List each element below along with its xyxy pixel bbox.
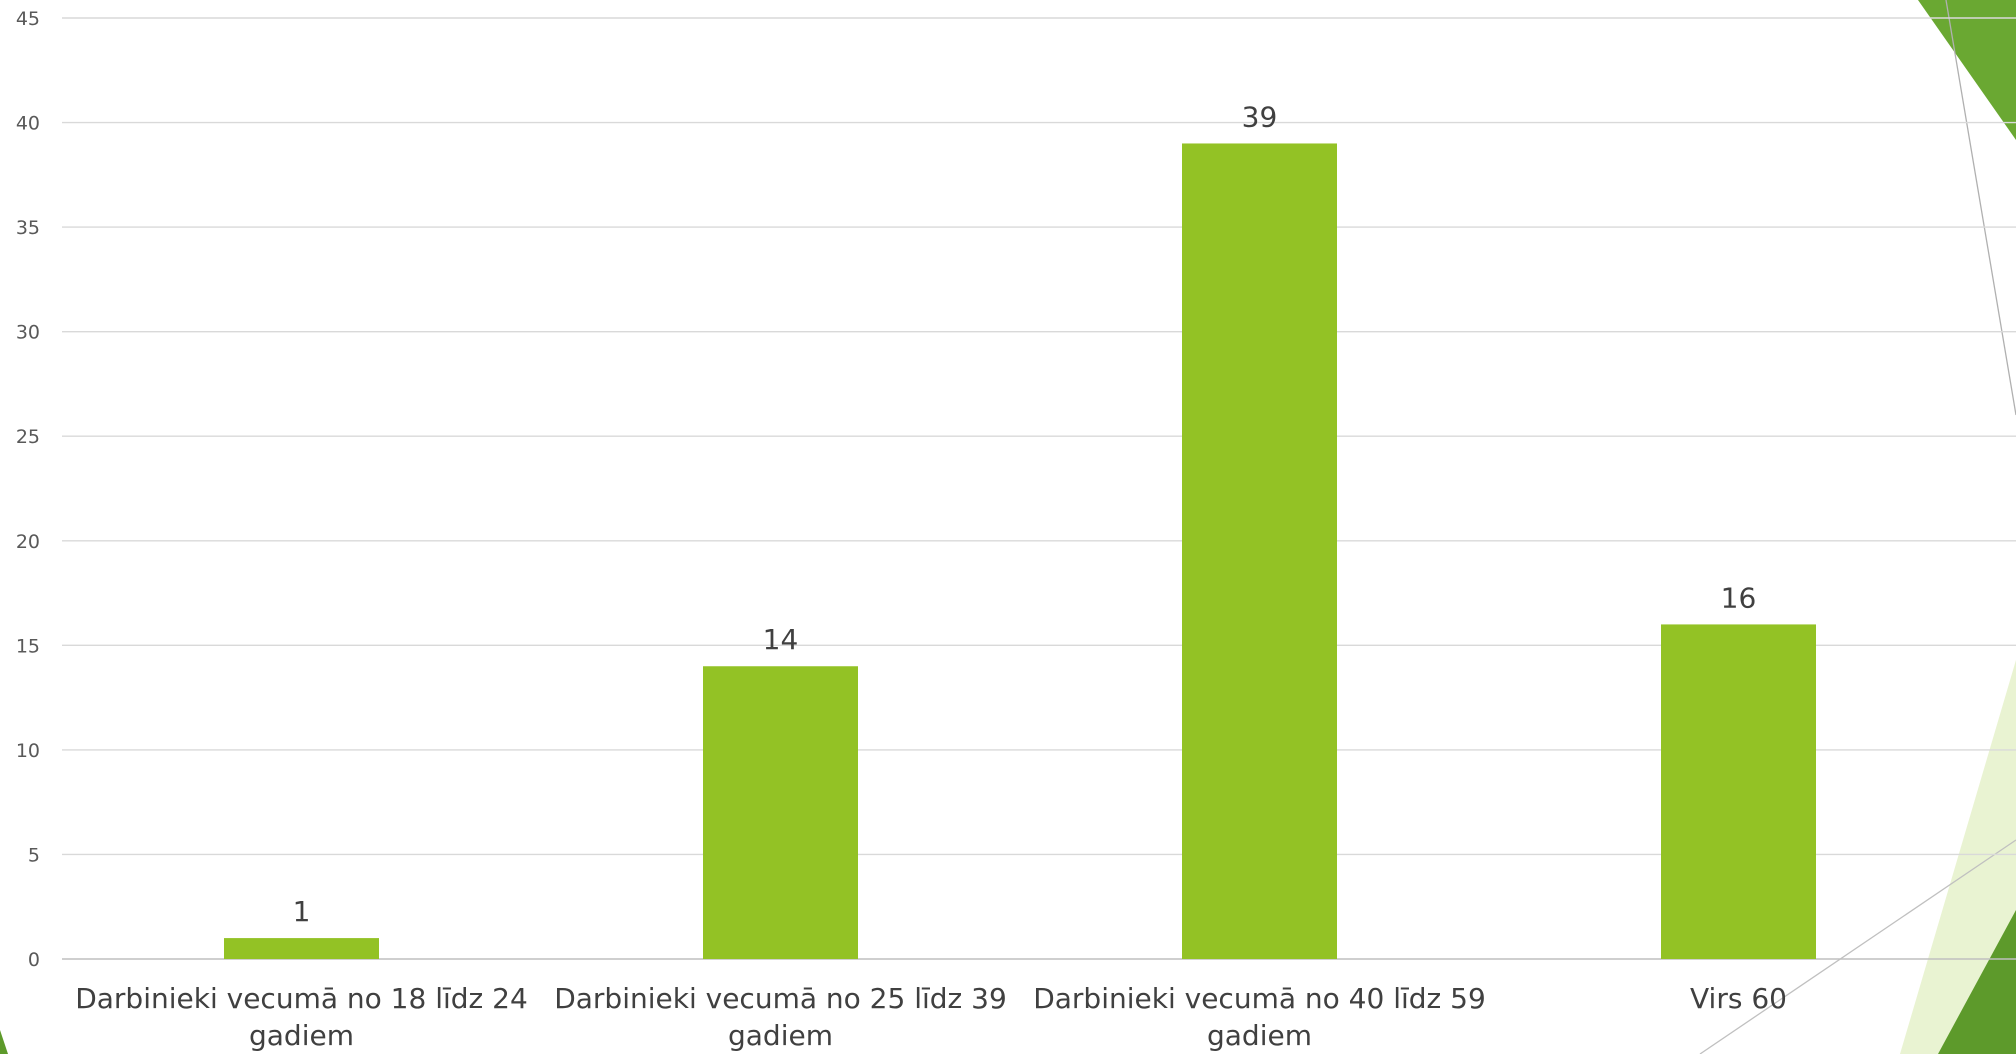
y-tick-label: 30	[16, 322, 40, 344]
decor-line-1	[1945, 0, 2016, 416]
data-label: 39	[1242, 100, 1278, 133]
y-tick-label: 40	[16, 113, 40, 135]
x-tick-label: gadiem	[1207, 1019, 1312, 1052]
y-tick-label: 20	[16, 531, 40, 553]
bar	[1182, 143, 1337, 959]
x-tick-label: Darbinieki vecumā no 18 līdz 24	[75, 982, 528, 1015]
y-tick-label: 25	[16, 426, 40, 448]
y-tick-label: 45	[16, 8, 40, 30]
bar	[224, 938, 379, 959]
decor-shape-dark	[1938, 910, 2016, 1054]
y-tick-label: 35	[16, 217, 40, 239]
y-axis: 0 5 10 15 20 25 30 35 40 45	[16, 8, 40, 971]
data-labels: 1 14 39 16	[293, 100, 1757, 928]
decor-corner-left	[0, 1030, 8, 1054]
x-tick-label: Virs 60	[1690, 982, 1787, 1015]
y-tick-label: 0	[28, 949, 40, 971]
x-tick-label: gadiem	[249, 1019, 354, 1052]
x-tick-label: gadiem	[728, 1019, 833, 1052]
bar-series	[224, 143, 1816, 959]
x-tick-label: Darbinieki vecumā no 40 līdz 59	[1033, 982, 1486, 1015]
y-tick-label: 5	[28, 844, 40, 866]
decor-line-2	[1699, 839, 2016, 1055]
y-tick-label: 15	[16, 635, 40, 657]
y-tick-label: 10	[16, 740, 40, 762]
data-label: 14	[763, 623, 799, 656]
decor-shape-light	[1900, 660, 2016, 1054]
x-tick-label: Darbinieki vecumā no 25 līdz 39	[554, 982, 1007, 1015]
bar	[703, 666, 858, 959]
data-label: 16	[1721, 581, 1757, 614]
data-label: 1	[293, 895, 311, 928]
bar	[1661, 624, 1816, 959]
decor-shape-top	[1918, 0, 2016, 140]
x-axis: Darbinieki vecumā no 18 līdz 24 gadiem Dar…	[75, 982, 1787, 1052]
